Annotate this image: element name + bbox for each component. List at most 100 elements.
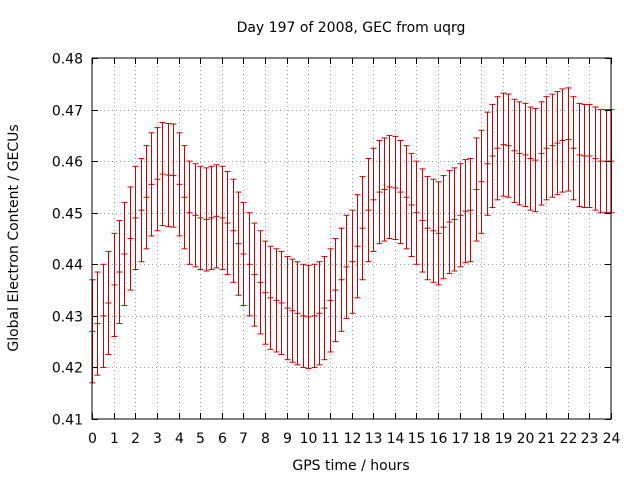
error-bar-point xyxy=(111,232,118,337)
error-bar-point xyxy=(316,261,323,366)
error-bar-point xyxy=(294,261,301,366)
error-bar-point xyxy=(186,160,193,265)
error-bar-point xyxy=(543,96,550,201)
x-tick-label: 3 xyxy=(153,431,162,447)
error-bar-point xyxy=(554,91,561,196)
error-bar-point xyxy=(121,201,128,307)
error-bar-point xyxy=(154,127,161,232)
error-bar-point xyxy=(430,178,437,283)
y-tick-label: 0.42 xyxy=(52,361,83,377)
error-bar-point xyxy=(208,165,215,270)
x-tick-label: 21 xyxy=(538,431,556,447)
y-tick-label: 0.48 xyxy=(52,52,83,68)
error-bar-point xyxy=(565,87,572,192)
error-bar-point xyxy=(143,145,150,250)
error-bar-point xyxy=(392,135,399,241)
y-tick-label: 0.41 xyxy=(52,413,83,429)
x-tick-label: 18 xyxy=(473,431,491,447)
error-bar-point xyxy=(473,137,480,242)
x-tick-label: 4 xyxy=(175,431,184,447)
x-tick-label: 5 xyxy=(196,431,205,447)
error-bar-point xyxy=(559,88,566,193)
error-bar-point xyxy=(262,240,269,345)
error-bar-point xyxy=(192,163,199,268)
tick-layer: 0.410.420.430.440.450.460.470.480 1 2 3 4 5 6 7… xyxy=(52,52,621,448)
error-bar-point xyxy=(278,250,285,356)
error-bar-point xyxy=(311,263,318,368)
error-bar-point xyxy=(419,168,426,273)
error-bar-point xyxy=(267,245,274,350)
error-bar-point xyxy=(370,147,377,252)
error-bar-point xyxy=(462,159,469,264)
error-bar-point xyxy=(230,178,237,283)
error-bar-point xyxy=(532,108,539,213)
x-tick-label: 13 xyxy=(365,431,383,447)
error-bar-point xyxy=(516,101,523,206)
error-bar-point xyxy=(176,132,183,237)
error-bar-point xyxy=(105,250,112,356)
y-tick-label: 0.43 xyxy=(52,310,83,326)
error-bar-point xyxy=(343,214,350,319)
error-bar-point xyxy=(138,158,145,263)
x-tick-label: 19 xyxy=(495,431,513,447)
error-bar-point xyxy=(284,256,291,361)
error-bar-point xyxy=(592,106,599,211)
y-tick-label: 0.46 xyxy=(52,155,83,171)
error-bar-point xyxy=(549,93,556,198)
x-tick-label: 10 xyxy=(300,431,318,447)
error-bar-point xyxy=(505,93,512,198)
error-bar-point xyxy=(386,134,393,239)
error-bar-point xyxy=(457,163,464,268)
error-bar-point xyxy=(489,103,496,209)
grid-layer xyxy=(92,58,611,419)
error-bar-point xyxy=(586,103,593,209)
error-bar-point xyxy=(597,109,604,214)
x-tick-label: 9 xyxy=(283,431,292,447)
error-bar-point xyxy=(538,101,545,206)
error-bar-point xyxy=(94,271,101,376)
error-bar-point xyxy=(246,212,253,317)
error-bar-point xyxy=(273,248,280,353)
error-bar-point xyxy=(305,264,312,369)
x-tick-label: 14 xyxy=(387,431,405,447)
x-tick-label: 23 xyxy=(581,431,599,447)
y-tick-label: 0.47 xyxy=(52,104,83,120)
plot-frame xyxy=(91,57,612,420)
x-tick-label: 22 xyxy=(560,431,578,447)
x-tick-label: 11 xyxy=(322,431,340,447)
error-bar-point xyxy=(213,164,220,269)
error-bar-point xyxy=(116,219,123,325)
error-bar-point xyxy=(349,209,356,314)
error-bar-point xyxy=(235,191,242,296)
error-bar-point xyxy=(240,201,247,307)
error-bar-point xyxy=(467,158,474,263)
error-bar-point xyxy=(522,102,529,208)
error-bar-point xyxy=(224,170,231,276)
error-bar-point xyxy=(403,145,410,250)
error-bar-point xyxy=(181,145,188,250)
error-bar-point xyxy=(484,111,491,216)
error-bar-point xyxy=(257,230,264,335)
y-tick-label: 0.45 xyxy=(52,207,83,223)
error-bar-point xyxy=(197,165,204,270)
error-bar-point xyxy=(148,132,155,237)
error-bar-point xyxy=(165,122,172,228)
error-bar-point xyxy=(289,258,296,363)
error-bar-point xyxy=(100,263,107,368)
x-tick-label: 15 xyxy=(408,431,426,447)
y-axis-title: Global Electron Content / GECUs xyxy=(6,124,22,351)
x-tick-label: 16 xyxy=(430,431,448,447)
error-bar-point xyxy=(159,121,166,227)
x-tick-label: 20 xyxy=(517,431,535,447)
x-tick-label: 0 xyxy=(88,431,97,447)
error-bar-point xyxy=(527,106,534,211)
error-bar-point xyxy=(381,137,388,242)
x-tick-label: 7 xyxy=(239,431,248,447)
chart-title: Day 197 of 2008, GEC from uqrg xyxy=(237,20,466,36)
x-tick-label: 6 xyxy=(218,431,227,447)
error-bar-point xyxy=(408,152,415,258)
x-tick-label: 24 xyxy=(603,431,621,447)
error-bar-point xyxy=(132,165,139,270)
error-bar-point xyxy=(397,140,404,245)
error-bar-point xyxy=(451,167,458,272)
